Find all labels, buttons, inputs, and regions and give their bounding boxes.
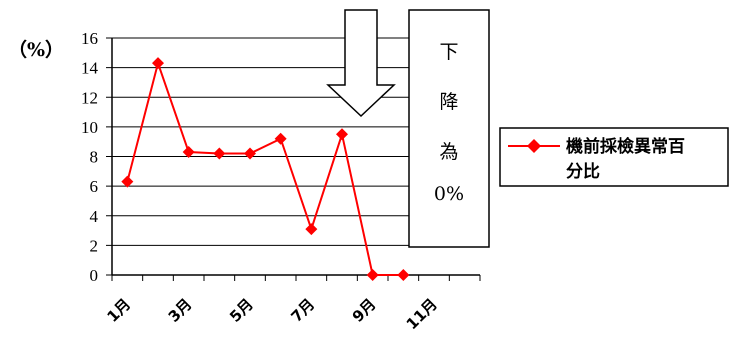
annotation: 下降為 0% [326, 9, 490, 248]
data-point-10 [397, 269, 410, 281]
y-tick-label-14: 14 [81, 59, 99, 78]
series-markers [121, 57, 410, 281]
y-tick-label-12: 12 [81, 88, 98, 107]
data-point-8 [336, 128, 348, 141]
data-point-3 [182, 146, 195, 159]
y-tick-label-16: 16 [81, 29, 98, 48]
x-tick-label-3: 7月 [287, 295, 318, 326]
legend-marker [527, 139, 541, 153]
down-arrow-icon [326, 9, 396, 118]
data-point-6 [274, 132, 287, 145]
legend-label-line2: 分比 [566, 161, 600, 182]
axes [111, 38, 481, 281]
x-tick-labels: 1月 3月 5月 7月 9月 11月 [103, 295, 440, 333]
x-tick-label-1: 3月 [165, 295, 196, 326]
legend-box [499, 127, 729, 187]
x-tick-label-2: 5月 [226, 295, 257, 326]
series-line [126, 59, 404, 276]
x-tick-label-0: 1月 [103, 295, 134, 326]
annotation-line-1: 降 [439, 91, 458, 113]
data-point-2 [152, 57, 164, 70]
annotation-line-3: 0% [434, 183, 464, 205]
y-tick-label-8: 8 [90, 148, 99, 167]
data-point-1 [121, 175, 134, 188]
annotation-text: 下降為 0% [434, 41, 464, 205]
x-tick-label-5: 11月 [403, 295, 441, 333]
data-point-5 [244, 147, 256, 160]
data-point-9 [366, 269, 379, 281]
x-tick-label-4: 9月 [349, 295, 380, 326]
y-tick-label-6: 6 [90, 177, 99, 196]
annotation-box [408, 9, 490, 248]
data-point-4 [213, 147, 226, 160]
legend-label-line1: 機前採檢異常百 [566, 136, 685, 157]
y-tick-label-2: 2 [90, 236, 99, 255]
series-polyline [126, 59, 404, 276]
y-tick-label-10: 10 [81, 118, 98, 137]
y-tick-label-4: 4 [90, 207, 99, 226]
annotation-line-2: 為 [439, 141, 458, 163]
y-tick-label-0: 0 [90, 266, 99, 285]
legend: 機前採檢異常百 分比 [499, 127, 729, 187]
annotation-line-0: 下 [439, 41, 458, 63]
y-tick-labels: 0 2 4 6 8 10 12 14 16 [81, 29, 99, 285]
y-axis-unit: （%） [8, 38, 64, 61]
data-point-7 [305, 223, 318, 236]
